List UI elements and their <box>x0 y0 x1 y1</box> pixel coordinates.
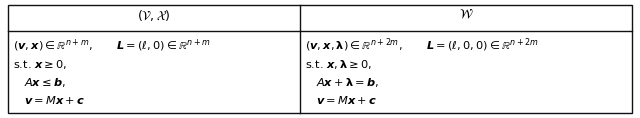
Text: $(\boldsymbol{v}, \boldsymbol{x}) \in \mathbb{R}^{n+m},\qquad \boldsymbol{L} = (: $(\boldsymbol{v}, \boldsymbol{x}) \in \m… <box>13 37 211 54</box>
Text: s.t. $\boldsymbol{x} \geq 0,$: s.t. $\boldsymbol{x} \geq 0,$ <box>13 58 67 71</box>
Text: $\quad \boldsymbol{v} = M\boldsymbol{x} + \boldsymbol{c}$: $\quad \boldsymbol{v} = M\boldsymbol{x} … <box>305 94 378 106</box>
Text: $\quad A\boldsymbol{x} + \boldsymbol{\lambda} = \boldsymbol{b},$: $\quad A\boldsymbol{x} + \boldsymbol{\la… <box>305 76 380 88</box>
Text: $({\mathcal{V}}, {\mathcal{X}})$: $({\mathcal{V}}, {\mathcal{X}})$ <box>137 8 171 23</box>
Text: ${\mathcal{W}}$: ${\mathcal{W}}$ <box>459 9 474 22</box>
Text: s.t. $\boldsymbol{x}, \boldsymbol{\lambda} \geq 0,$: s.t. $\boldsymbol{x}, \boldsymbol{\lambd… <box>305 58 372 71</box>
Text: $(\boldsymbol{v}, \boldsymbol{x}, \boldsymbol{\lambda}) \in \mathbb{R}^{n+2m},\q: $(\boldsymbol{v}, \boldsymbol{x}, \bolds… <box>305 37 539 54</box>
Text: $\quad \boldsymbol{v} = M\boldsymbol{x} + \boldsymbol{c}$: $\quad \boldsymbol{v} = M\boldsymbol{x} … <box>13 94 85 106</box>
Text: $\quad A\boldsymbol{x} \leq \boldsymbol{b},$: $\quad A\boldsymbol{x} \leq \boldsymbol{… <box>13 76 66 88</box>
